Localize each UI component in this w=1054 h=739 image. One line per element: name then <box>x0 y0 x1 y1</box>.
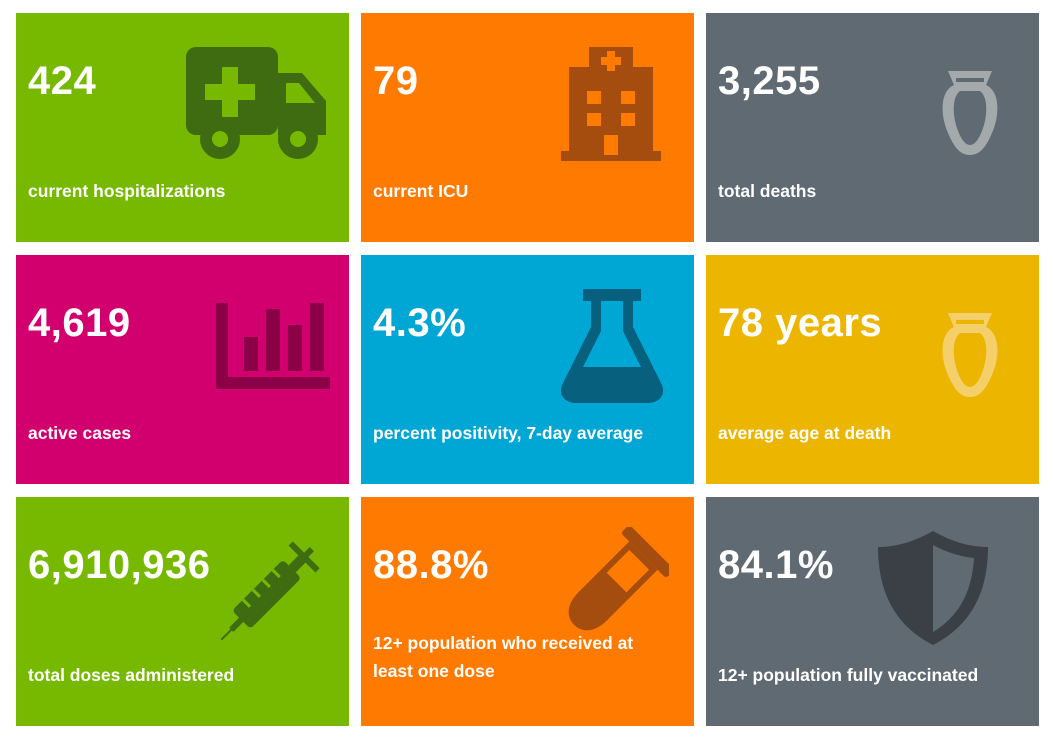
tile-percent-positivity: 4.3% percent positivity, 7-day average <box>361 255 694 484</box>
urn-icon <box>942 313 998 397</box>
tile-current-icu: 79 current ICU <box>361 13 694 242</box>
flask-icon <box>560 289 664 403</box>
stat-label: current hospitalizations <box>28 181 226 201</box>
tile-average-age-at-death: 78 years average age at death <box>706 255 1039 484</box>
tile-current-hospitalizations: 424 current hospitalizations <box>16 13 349 242</box>
test-tube-icon <box>568 527 669 631</box>
tile-total-doses: 6,910,936 total doses administered <box>16 497 349 726</box>
tile-fully-vaccinated: 84.1% 12+ population fully vaccinated <box>706 497 1039 726</box>
stat-value: 78 years <box>718 301 883 345</box>
stat-label: average age at death <box>718 423 892 443</box>
stat-value: 79 <box>373 59 419 103</box>
stat-label: total deaths <box>718 181 817 201</box>
tile-at-least-one-dose: 88.8% 12+ population who received at lea… <box>361 497 694 726</box>
stat-value: 6,910,936 <box>28 543 211 587</box>
ambulance-icon <box>186 47 326 159</box>
stat-value: 424 <box>28 59 97 103</box>
bar-chart-icon <box>216 303 330 389</box>
shield-icon <box>878 531 988 645</box>
stat-value: 88.8% <box>373 543 489 587</box>
stat-value: 4.3% <box>373 301 467 345</box>
stat-value: 84.1% <box>718 543 834 587</box>
tile-total-deaths: 3,255 total deaths <box>706 13 1039 242</box>
hospital-building-icon <box>561 47 661 161</box>
stat-value: 4,619 <box>28 301 131 345</box>
stat-value: 3,255 <box>718 59 821 103</box>
urn-icon <box>942 71 998 155</box>
syringe-icon <box>220 541 320 641</box>
stat-label: percent positivity, 7-day average <box>373 423 644 443</box>
stat-label: total doses administered <box>28 665 235 685</box>
stat-label: current ICU <box>373 181 469 201</box>
stat-label: active cases <box>28 423 132 443</box>
stat-label: 12+ population who received at least one… <box>373 633 634 681</box>
stat-label: 12+ population fully vaccinated <box>718 665 979 685</box>
tile-active-cases: 4,619 active cases <box>16 255 349 484</box>
